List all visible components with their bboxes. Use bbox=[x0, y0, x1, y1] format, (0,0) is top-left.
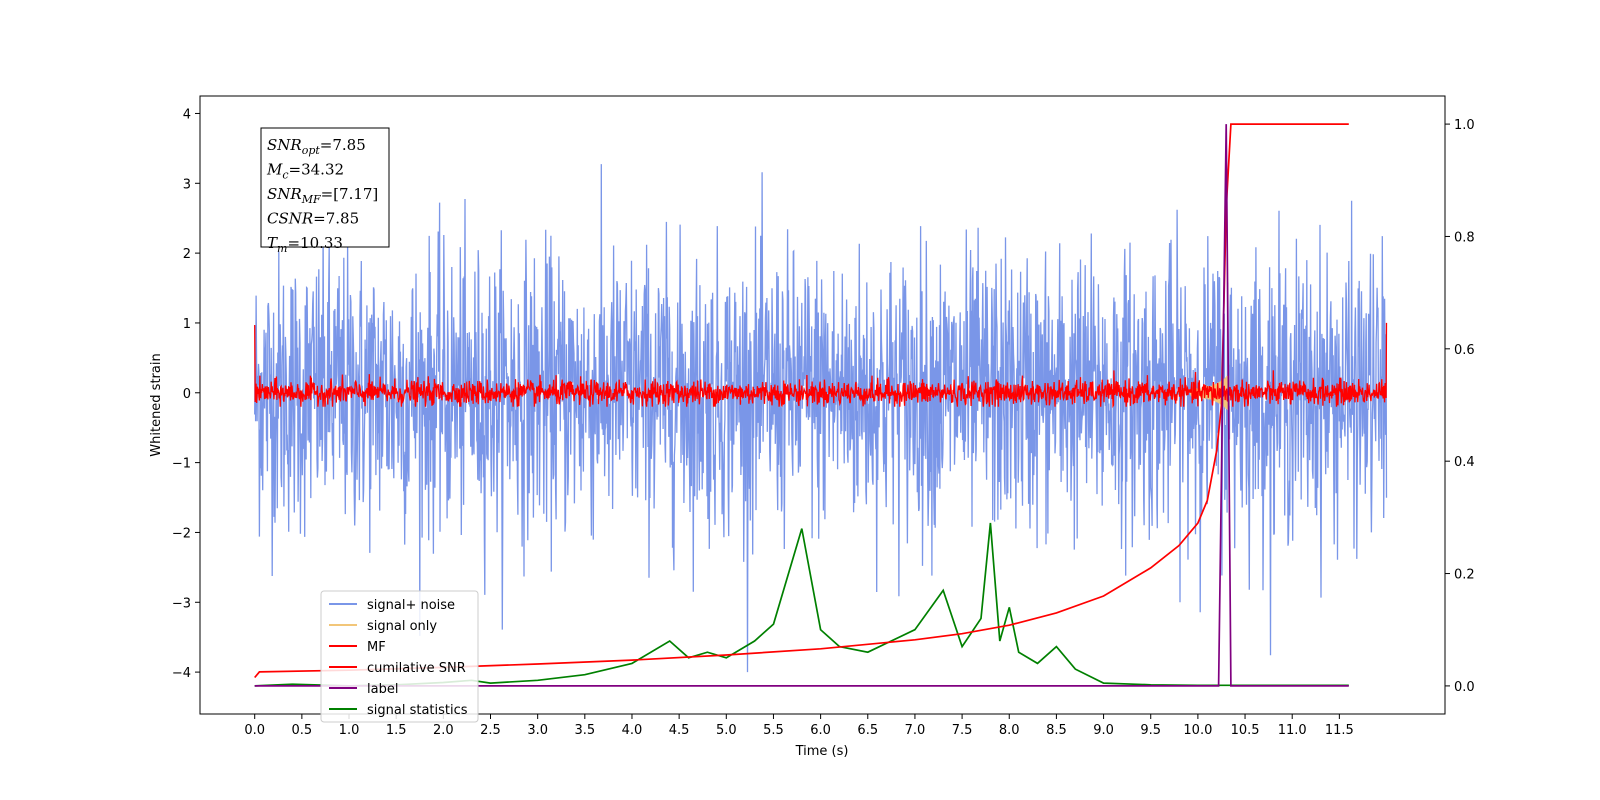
plot-area bbox=[254, 123, 1388, 687]
series-label bbox=[254, 124, 1349, 687]
legend: signal+ noise signal only MF cumilative SNR… bbox=[320, 590, 479, 723]
plot-frame bbox=[199, 95, 1446, 715]
y-right-tick-label: 0.0 bbox=[1454, 680, 1475, 695]
y-right-tick-label: 0.4 bbox=[1454, 455, 1475, 470]
annotation-line: Mc=34.32 bbox=[266, 161, 344, 182]
legend-entry: label bbox=[367, 682, 398, 697]
x-tick-label: 10.0 bbox=[1183, 723, 1212, 738]
x-tick-label: 8.5 bbox=[1046, 723, 1067, 738]
x-tick-label: 5.5 bbox=[763, 723, 784, 738]
y-right-tick-label: 1.0 bbox=[1454, 118, 1475, 133]
x-tick-label: 8.0 bbox=[999, 723, 1020, 738]
x-tick-label: 9.5 bbox=[1140, 723, 1161, 738]
y-left-tick-label: 1 bbox=[183, 317, 191, 332]
x-tick-label: 9.0 bbox=[1093, 723, 1114, 738]
annotation-frame bbox=[260, 127, 390, 248]
y-axis-label: Whitened strain bbox=[149, 353, 164, 456]
x-tick-label: 3.0 bbox=[527, 723, 548, 738]
y-axis-left: 4 3 2 1 0 −1 −2 −3 −4 bbox=[172, 107, 200, 681]
x-tick-label: 2.5 bbox=[480, 723, 501, 738]
x-tick-label: 0.0 bbox=[244, 723, 265, 738]
x-tick-label: 11.5 bbox=[1325, 723, 1354, 738]
legend-entry: signal only bbox=[367, 619, 437, 634]
legend-entry: signal statistics bbox=[367, 703, 468, 718]
annotation-line: Tm=10.33 bbox=[267, 234, 343, 255]
x-tick-label: 2.0 bbox=[433, 723, 454, 738]
x-tick-label: 0.5 bbox=[292, 723, 313, 738]
x-tick-label: 7.0 bbox=[905, 723, 926, 738]
series-signal-noise bbox=[254, 164, 1388, 673]
y-left-tick-label: 0 bbox=[183, 387, 191, 402]
y-left-tick-label: 2 bbox=[183, 247, 191, 262]
annotation-line: SNRMF=[7.17] bbox=[267, 185, 378, 206]
y-axis-right: 1.0 0.8 0.6 0.4 0.2 0.0 bbox=[1445, 118, 1475, 695]
legend-entry: cumilative SNR bbox=[367, 661, 466, 676]
legend-entry: MF bbox=[367, 640, 386, 655]
x-tick-label: 4.5 bbox=[669, 723, 690, 738]
y-right-tick-label: 0.8 bbox=[1454, 230, 1475, 245]
annotation-line: CSNR=7.85 bbox=[267, 210, 359, 228]
y-left-tick-label: −1 bbox=[172, 457, 191, 472]
x-axis: 0.0 0.5 1.0 1.5 2.0 2.5 3.0 3.5 4.0 4.5 5.0 5.5 6.0 6… bbox=[244, 714, 1354, 738]
y-left-tick-label: −3 bbox=[172, 596, 191, 611]
annotation-box: SNRopt=7.85 Mc=34.32 SNRMF=[7.17] CSNR=7.85… bbox=[260, 127, 390, 255]
x-axis-label: Time (s) bbox=[795, 744, 849, 759]
x-tick-label: 1.0 bbox=[339, 723, 360, 738]
series-mf bbox=[254, 322, 1388, 409]
x-tick-label: 1.5 bbox=[386, 723, 407, 738]
y-left-tick-label: −4 bbox=[172, 666, 191, 681]
y-right-tick-label: 0.2 bbox=[1454, 568, 1475, 583]
annotation-line: SNRopt=7.85 bbox=[267, 136, 366, 157]
x-tick-label: 6.5 bbox=[857, 723, 878, 738]
x-tick-label: 10.5 bbox=[1231, 723, 1260, 738]
series-signal-statistics bbox=[254, 522, 1349, 687]
x-tick-label: 5.0 bbox=[716, 723, 737, 738]
y-left-tick-label: −2 bbox=[172, 526, 191, 541]
x-tick-label: 7.5 bbox=[952, 723, 973, 738]
y-left-tick-label: 3 bbox=[183, 177, 191, 192]
x-tick-label: 3.5 bbox=[574, 723, 595, 738]
y-right-tick-label: 0.6 bbox=[1454, 343, 1475, 358]
x-tick-label: 4.0 bbox=[622, 723, 643, 738]
legend-entry: signal+ noise bbox=[367, 598, 455, 613]
x-tick-label: 6.0 bbox=[810, 723, 831, 738]
legend-frame bbox=[320, 590, 479, 723]
y-left-tick-label: 4 bbox=[183, 107, 191, 122]
x-tick-label: 11.0 bbox=[1278, 723, 1307, 738]
